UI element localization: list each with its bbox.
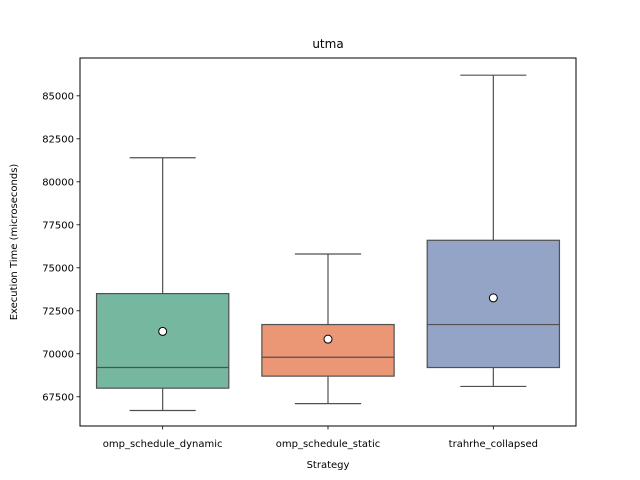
- mean-marker: [488, 293, 498, 303]
- mean-marker: [323, 334, 333, 344]
- mean-marker: [158, 326, 168, 336]
- y-tick-label: 80000: [42, 177, 74, 188]
- x-tick-label: omp_schedule_static: [276, 439, 380, 450]
- plot-frame: [79, 57, 577, 427]
- x-tick-label: omp_schedule_dynamic: [103, 439, 223, 450]
- iqr-box: [426, 239, 561, 369]
- box-group-omp_schedule_dynamic: [95, 157, 230, 412]
- y-tick-label: 70000: [42, 349, 74, 360]
- plot-area: 67500 70000 72500 75000 77500 80000 82500 85000…: [42, 74, 561, 450]
- y-tick-label: 67500: [42, 392, 74, 403]
- y-axis-label: Execution Time (microseconds): [9, 164, 20, 321]
- y-tick-label: 85000: [42, 91, 74, 102]
- x-axis-label: Strategy: [307, 460, 350, 471]
- x-tick-label: trahrhe_collapsed: [449, 439, 538, 450]
- iqr-box: [261, 323, 395, 377]
- box-group-trahrhe_collapsed: [426, 74, 561, 388]
- y-tick-label: 82500: [42, 134, 74, 145]
- chart-title: utma: [312, 37, 343, 51]
- y-tick-label: 75000: [42, 263, 74, 274]
- y-tick-label: 77500: [42, 220, 74, 231]
- iqr-box: [95, 292, 230, 389]
- y-tick-label: 72500: [42, 306, 74, 317]
- box-group-omp_schedule_static: [261, 253, 395, 405]
